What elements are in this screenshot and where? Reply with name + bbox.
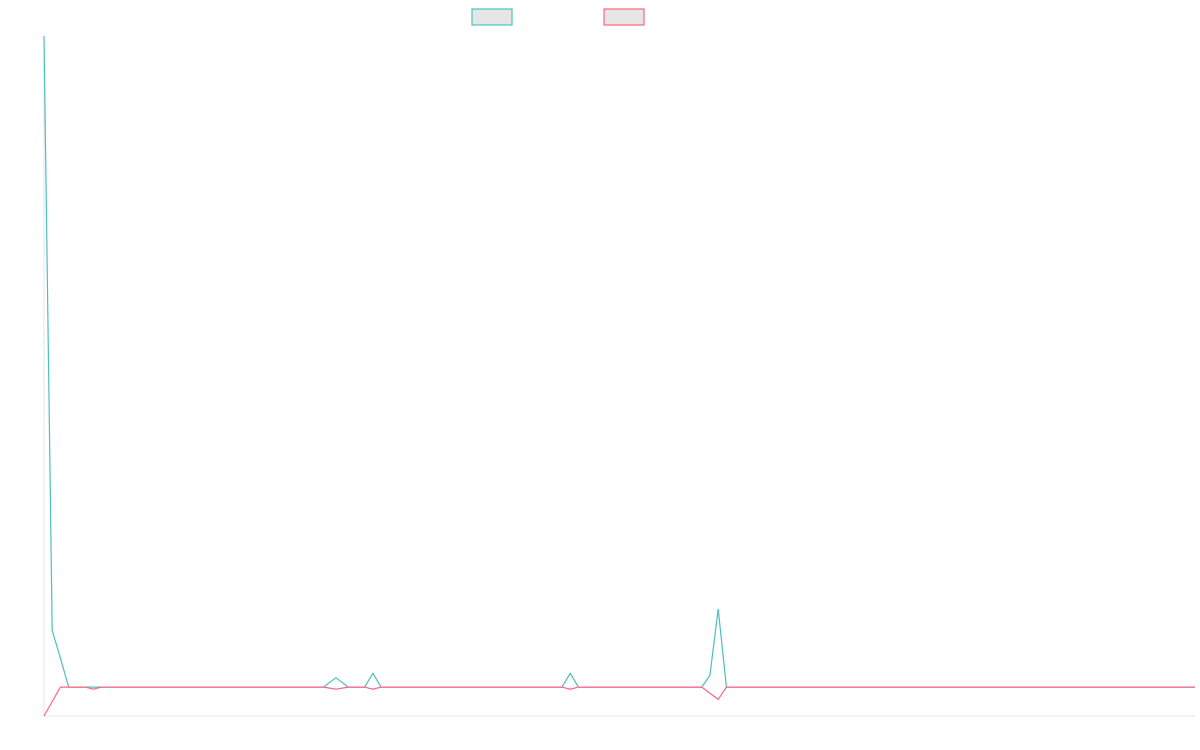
legend-swatch-series-1[interactable] — [471, 8, 513, 26]
series-line-2 — [43, 686, 1195, 717]
series-line-1 — [43, 35, 1195, 688]
legend[interactable] — [471, 8, 645, 26]
series-layer — [43, 35, 1195, 717]
legend-swatch-series-2[interactable] — [603, 8, 645, 26]
